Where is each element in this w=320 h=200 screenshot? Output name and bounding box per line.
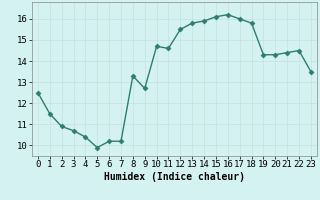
X-axis label: Humidex (Indice chaleur): Humidex (Indice chaleur) [104, 172, 245, 182]
